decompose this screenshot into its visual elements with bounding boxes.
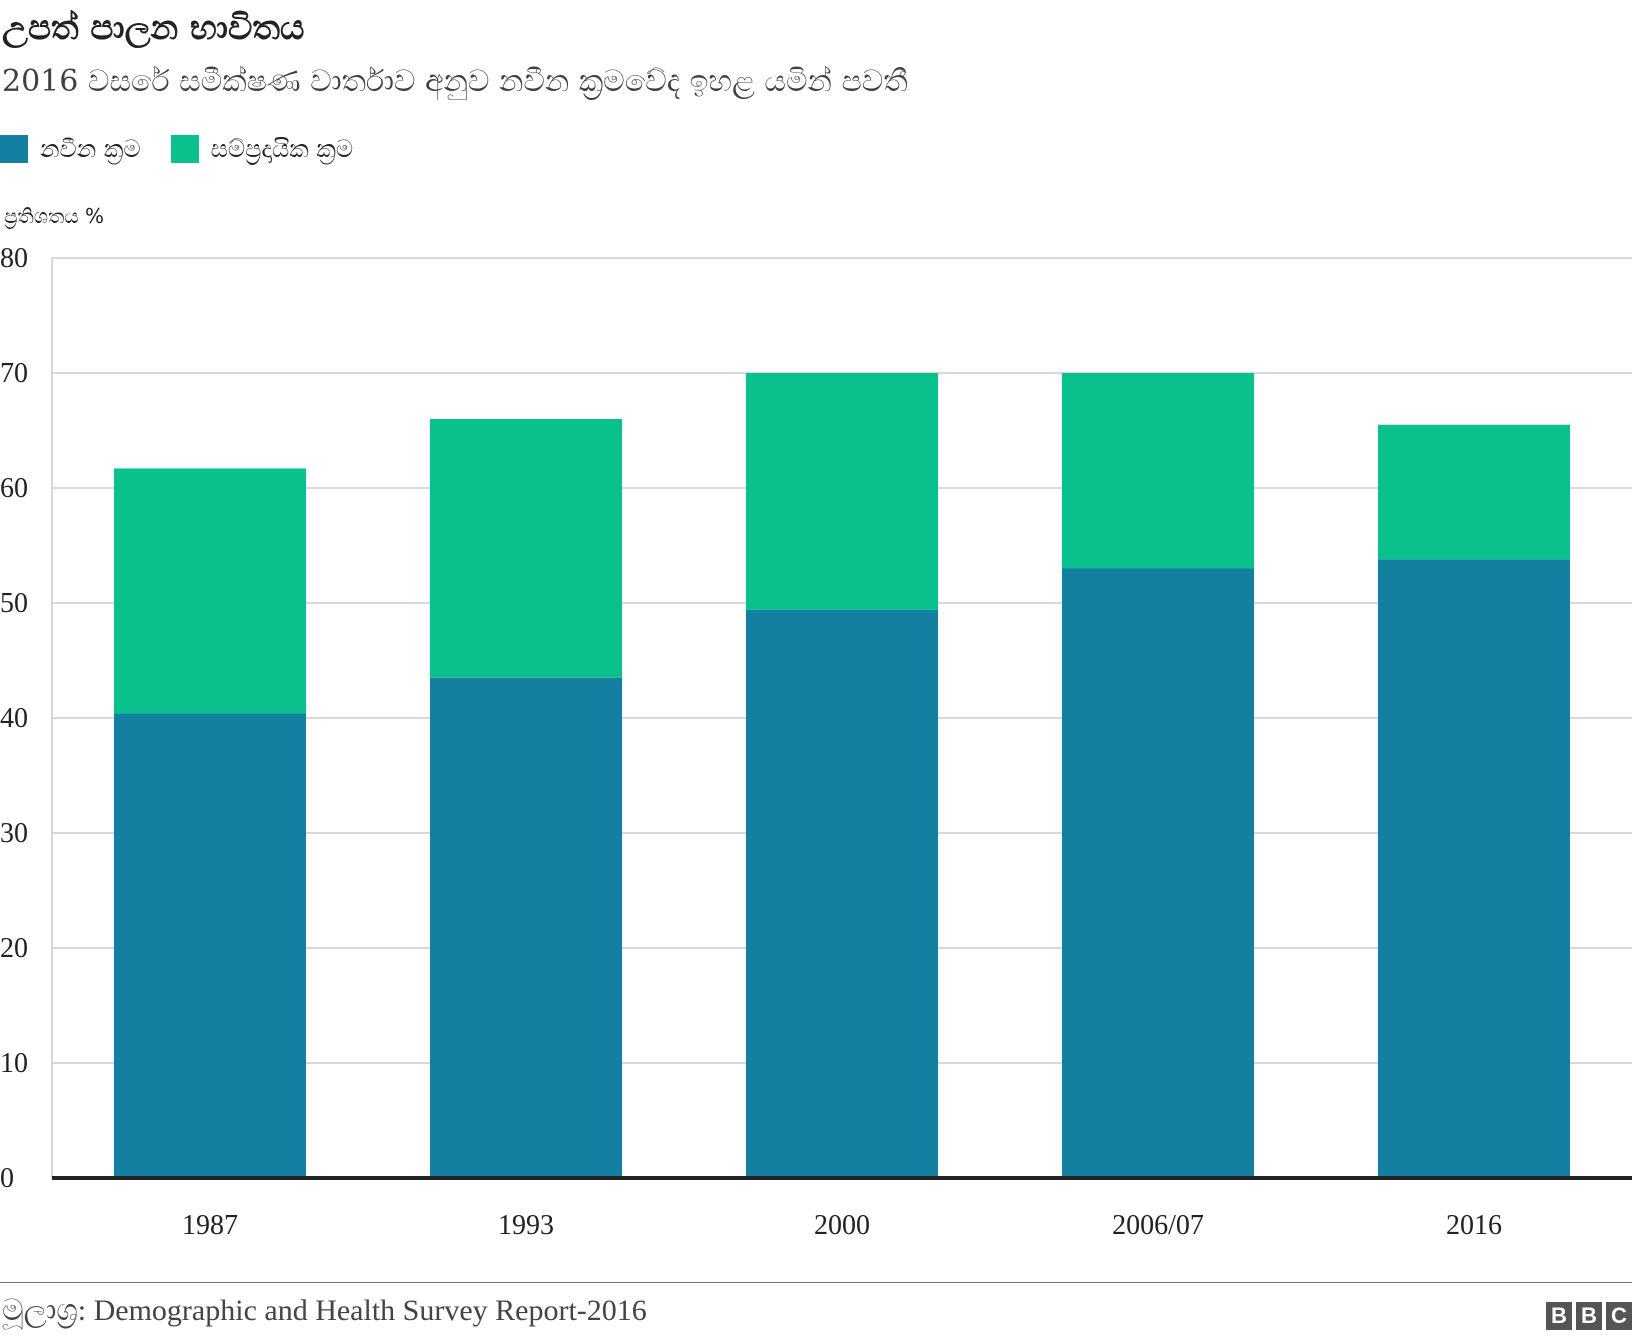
bbc-logo-letter: B xyxy=(1546,1302,1572,1330)
bar-modern-2006-07 xyxy=(1061,568,1255,1178)
legend: නවීන ක්‍රම සම්ප්‍රදායික ක්‍රම xyxy=(0,135,383,163)
y-tick-label: 20 xyxy=(0,933,28,964)
x-tick-label: 2016 xyxy=(1446,1210,1502,1241)
bar-modern-2000 xyxy=(745,609,939,1178)
legend-label-modern: නවීන ක්‍රම xyxy=(40,135,141,163)
bar-traditional-1987 xyxy=(113,468,307,714)
bar-modern-1987 xyxy=(113,713,307,1178)
y-axis-label: ප්‍රතිශතය % xyxy=(4,204,105,228)
bar-traditional-1993 xyxy=(429,419,623,678)
legend-swatch-traditional xyxy=(170,135,199,163)
legend-label-traditional: සම්ප්‍රදායික ක්‍රම xyxy=(210,135,354,163)
y-tick-label: 60 xyxy=(0,473,28,504)
bar-modern-2016 xyxy=(1377,559,1571,1178)
bar-traditional-2016 xyxy=(1377,424,1571,560)
chart-subtitle: 2016 වසරේ සමීක්ෂණ වාර්තාව අනුව නවීන ක්‍ර… xyxy=(2,64,908,99)
bar-layer xyxy=(113,373,1571,1178)
y-tick-label: 50 xyxy=(0,588,28,619)
y-tick-label: 0 xyxy=(0,1163,14,1194)
y-tick-label: 40 xyxy=(0,703,28,734)
legend-item-modern: නවීන ක්‍රම xyxy=(0,135,141,163)
y-tick-label: 10 xyxy=(0,1048,28,1079)
y-tick-label: 80 xyxy=(0,243,28,274)
bar-traditional-2000 xyxy=(745,373,939,610)
legend-item-traditional: සම්ප්‍රදායික ක්‍රම xyxy=(170,135,354,163)
bbc-logo-letter: C xyxy=(1606,1302,1632,1330)
bbc-logo-letter: B xyxy=(1576,1302,1602,1330)
x-tick-label: 2000 xyxy=(814,1210,870,1241)
y-tick-label: 70 xyxy=(0,358,28,389)
legend-swatch-modern xyxy=(0,135,28,163)
bar-modern-1993 xyxy=(429,677,623,1178)
x-tick-label: 2006/07 xyxy=(1112,1210,1204,1241)
axis-layer: 0 10 20 30 40 50 60 70 80 1987 1993 2000 2006/07 2016 xyxy=(0,243,1632,1241)
footer-divider xyxy=(0,1282,1632,1283)
chart-title: උපත් පාලන භාවිතය xyxy=(2,8,305,48)
bbc-logo: B B C xyxy=(1542,1302,1632,1330)
y-tick-label: 30 xyxy=(0,818,28,849)
source-note: මූලාශ්‍ර: Demographic and Health Survey … xyxy=(2,1294,647,1327)
bar-traditional-2006-07 xyxy=(1061,373,1255,569)
x-tick-label: 1987 xyxy=(182,1210,238,1241)
x-tick-label: 1993 xyxy=(498,1210,554,1241)
bar-chart: 0 10 20 30 40 50 60 70 80 1987 1993 2000 2006/07 2016 xyxy=(0,243,1632,1241)
